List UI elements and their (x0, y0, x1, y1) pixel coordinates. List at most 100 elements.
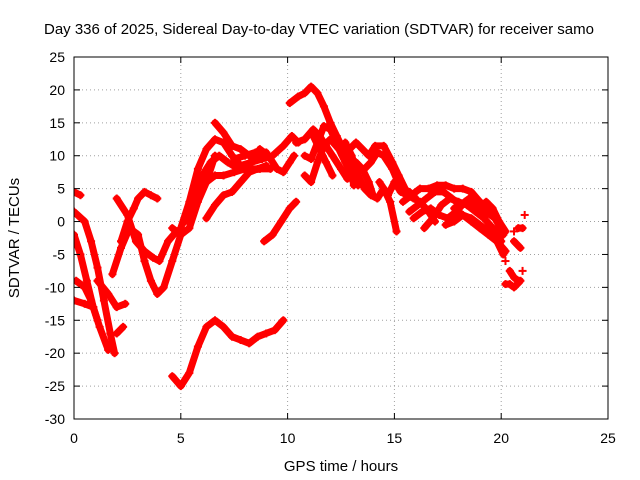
data-point (445, 194, 454, 203)
data-point (366, 191, 375, 200)
data-point (149, 253, 158, 262)
data-point (441, 181, 450, 190)
plot-frame (73, 56, 609, 420)
data-point (488, 204, 497, 213)
data-point (326, 125, 335, 134)
data-point (463, 201, 472, 210)
data-point (230, 155, 239, 164)
data-point (245, 339, 254, 348)
data-point (388, 164, 397, 173)
data-point (146, 191, 155, 200)
data-point (93, 276, 102, 285)
data-point (422, 194, 431, 203)
series-s1 (74, 187, 85, 200)
data-point (510, 237, 519, 246)
y-tick-label: 0 (57, 214, 65, 230)
data-point (272, 164, 281, 173)
data-point (392, 227, 401, 236)
data-point (386, 197, 395, 206)
data-point (375, 178, 384, 187)
series-trace (113, 195, 180, 265)
data-point (155, 257, 164, 266)
data-point (383, 191, 392, 200)
data-point (416, 184, 425, 193)
data-point (95, 322, 104, 331)
data-point (236, 145, 245, 154)
data-point (176, 224, 185, 233)
y-tick-label: -30 (45, 411, 65, 427)
data-point (328, 171, 337, 180)
data-point (292, 138, 301, 147)
data-point (253, 332, 262, 341)
data-point (510, 273, 519, 282)
data-point (279, 316, 288, 325)
data-point (373, 148, 382, 157)
data-point (371, 141, 380, 150)
data-point (482, 197, 491, 206)
data-point (108, 270, 117, 279)
data-point (347, 151, 356, 160)
data-point (405, 207, 414, 216)
data-point (364, 178, 373, 187)
x-tick-label: 20 (493, 430, 509, 446)
data-point (80, 299, 89, 308)
data-point (307, 82, 316, 91)
data-point (516, 243, 525, 252)
data-point (351, 138, 360, 147)
data-point (168, 257, 177, 266)
data-point (484, 230, 493, 239)
series-s10 (112, 194, 181, 266)
data-point (450, 204, 459, 213)
data-point (428, 214, 437, 223)
series-s42 (520, 210, 529, 219)
series-trace (292, 125, 351, 183)
data-point (418, 207, 427, 216)
series-s6 (93, 276, 130, 312)
data-point (236, 178, 245, 187)
data-point (74, 276, 81, 285)
data-point (492, 237, 501, 246)
data-point (74, 207, 78, 216)
data-point (430, 187, 439, 196)
data-point (307, 155, 316, 164)
data-point (240, 151, 249, 160)
data-point (185, 224, 194, 233)
y-axis-label: SDTVAR / TECUs (6, 178, 23, 298)
data-point (74, 187, 78, 196)
data-point (337, 164, 345, 173)
series-trace (94, 277, 129, 311)
x-tick-label: 15 (387, 430, 403, 446)
data-point (247, 158, 256, 167)
y-tick-label: 25 (49, 49, 65, 65)
data-point (245, 168, 254, 177)
data-point (185, 204, 194, 213)
y-tick-label: -25 (45, 378, 65, 394)
data-point (82, 276, 91, 285)
data-point (140, 187, 149, 196)
data-point (441, 220, 450, 229)
data-point (210, 316, 219, 325)
data-point (433, 181, 442, 190)
data-point (215, 151, 224, 160)
data-point (223, 158, 232, 167)
data-point (475, 224, 484, 233)
grid (74, 57, 608, 419)
data-point (379, 141, 388, 150)
data-point (467, 217, 476, 226)
data-point (467, 187, 476, 196)
data-point (341, 158, 350, 167)
data-point (373, 194, 382, 203)
data-point (358, 145, 367, 154)
data-point (104, 289, 113, 298)
data-point (420, 224, 429, 233)
y-ticks: -30 -25 -20 -15 -10 -5 0 5 10 15 20 25 (45, 49, 608, 427)
data-point (413, 201, 422, 210)
x-tick-label: 10 (280, 430, 296, 446)
data-point (360, 164, 369, 173)
data-point (251, 148, 260, 157)
y-tick-label: 20 (49, 82, 65, 98)
data-point (501, 247, 510, 256)
series-trace (420, 195, 505, 245)
series-s20 (255, 145, 299, 177)
